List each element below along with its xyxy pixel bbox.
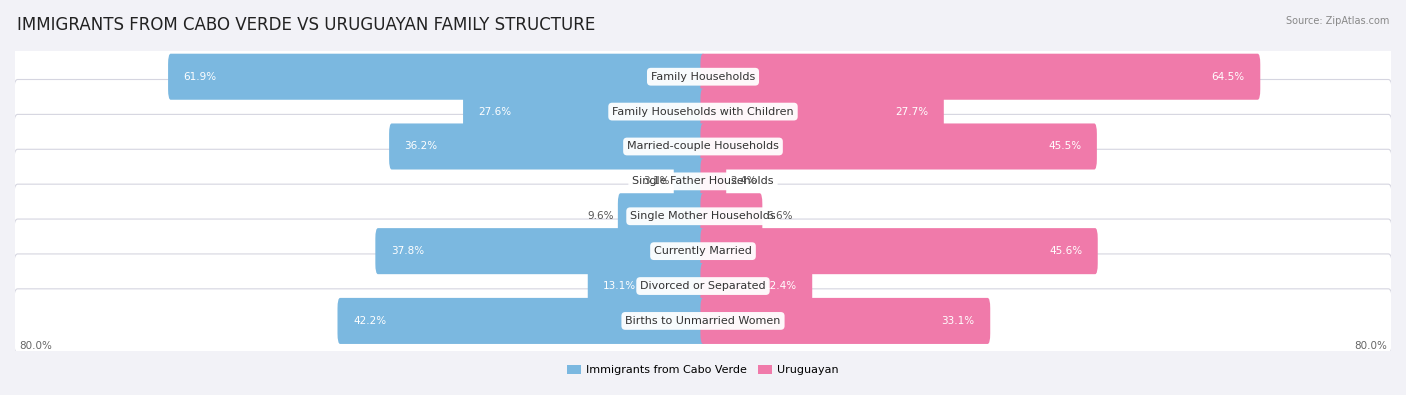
Text: Divorced or Separated: Divorced or Separated xyxy=(640,281,766,291)
FancyBboxPatch shape xyxy=(700,228,1098,274)
Text: Single Mother Households: Single Mother Households xyxy=(630,211,776,221)
Legend: Immigrants from Cabo Verde, Uruguayan: Immigrants from Cabo Verde, Uruguayan xyxy=(562,360,844,380)
FancyBboxPatch shape xyxy=(700,54,1260,100)
FancyBboxPatch shape xyxy=(13,254,1393,318)
FancyBboxPatch shape xyxy=(617,193,706,239)
Text: 42.2%: 42.2% xyxy=(353,316,387,326)
FancyBboxPatch shape xyxy=(13,45,1393,109)
FancyBboxPatch shape xyxy=(389,124,706,169)
FancyBboxPatch shape xyxy=(700,88,943,135)
FancyBboxPatch shape xyxy=(673,158,706,204)
FancyBboxPatch shape xyxy=(463,88,706,135)
Text: 2.4%: 2.4% xyxy=(731,177,756,186)
Text: 13.1%: 13.1% xyxy=(603,281,637,291)
Text: Source: ZipAtlas.com: Source: ZipAtlas.com xyxy=(1285,16,1389,26)
FancyBboxPatch shape xyxy=(700,124,1097,169)
Text: 80.0%: 80.0% xyxy=(1354,341,1386,351)
FancyBboxPatch shape xyxy=(169,54,706,100)
Text: 37.8%: 37.8% xyxy=(391,246,425,256)
FancyBboxPatch shape xyxy=(700,158,727,204)
Text: 45.5%: 45.5% xyxy=(1049,141,1081,152)
Text: Currently Married: Currently Married xyxy=(654,246,752,256)
Text: 27.6%: 27.6% xyxy=(478,107,512,117)
Text: 33.1%: 33.1% xyxy=(942,316,974,326)
FancyBboxPatch shape xyxy=(700,193,762,239)
Text: 6.6%: 6.6% xyxy=(766,211,793,221)
Text: 27.7%: 27.7% xyxy=(896,107,928,117)
Text: 9.6%: 9.6% xyxy=(588,211,613,221)
FancyBboxPatch shape xyxy=(337,298,706,344)
Text: 80.0%: 80.0% xyxy=(20,341,52,351)
Text: 12.4%: 12.4% xyxy=(763,281,797,291)
Text: Family Households with Children: Family Households with Children xyxy=(612,107,794,117)
FancyBboxPatch shape xyxy=(13,219,1393,283)
FancyBboxPatch shape xyxy=(13,115,1393,179)
Text: Family Households: Family Households xyxy=(651,72,755,82)
Text: 61.9%: 61.9% xyxy=(184,72,217,82)
FancyBboxPatch shape xyxy=(13,79,1393,144)
Text: IMMIGRANTS FROM CABO VERDE VS URUGUAYAN FAMILY STRUCTURE: IMMIGRANTS FROM CABO VERDE VS URUGUAYAN … xyxy=(17,16,595,34)
FancyBboxPatch shape xyxy=(13,149,1393,213)
FancyBboxPatch shape xyxy=(13,289,1393,353)
Text: Births to Unmarried Women: Births to Unmarried Women xyxy=(626,316,780,326)
Text: 3.1%: 3.1% xyxy=(643,177,669,186)
Text: 45.6%: 45.6% xyxy=(1049,246,1083,256)
Text: Single Father Households: Single Father Households xyxy=(633,177,773,186)
FancyBboxPatch shape xyxy=(375,228,706,274)
FancyBboxPatch shape xyxy=(700,298,990,344)
FancyBboxPatch shape xyxy=(13,184,1393,248)
FancyBboxPatch shape xyxy=(700,263,813,309)
Text: 36.2%: 36.2% xyxy=(405,141,437,152)
Text: 64.5%: 64.5% xyxy=(1212,72,1244,82)
Text: Married-couple Households: Married-couple Households xyxy=(627,141,779,152)
FancyBboxPatch shape xyxy=(588,263,706,309)
